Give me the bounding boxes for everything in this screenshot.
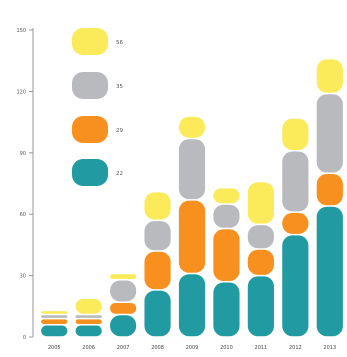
legend-label: 22	[116, 171, 123, 177]
bar-segment	[247, 225, 274, 249]
bar-segment	[144, 251, 171, 290]
bar-segment	[213, 188, 240, 204]
bar-segment	[282, 235, 309, 337]
bar-segment	[178, 139, 206, 200]
x-tick-label: 2006	[82, 345, 95, 351]
y-tick-label: 90	[20, 151, 26, 157]
bar-segment	[110, 280, 137, 302]
bar-segment	[144, 221, 171, 251]
x-tick-label: 2012	[289, 345, 302, 351]
bar-segment	[178, 274, 206, 337]
bar-segment	[41, 325, 68, 337]
x-tick-label: 2011	[255, 345, 268, 351]
x-tick-label: 2013	[323, 345, 336, 351]
legend-swatch	[72, 28, 108, 55]
bar-segment	[316, 206, 343, 337]
bar-segment	[282, 118, 309, 151]
bar-segment	[247, 249, 274, 275]
bar-segment	[316, 174, 343, 206]
bar-segment	[247, 276, 274, 337]
legend-label: 56	[116, 40, 123, 46]
y-axis-ticks: 0 30 60 90 120 150	[16, 28, 33, 341]
legend-swatch	[72, 72, 108, 99]
x-tick-label: 2008	[151, 345, 164, 351]
legend-label: 29	[116, 128, 123, 134]
bar-segment	[41, 315, 68, 318]
bar-segment	[213, 204, 240, 228]
bar-segment	[247, 182, 274, 224]
bar-segment	[110, 302, 137, 314]
bars-group	[41, 59, 343, 337]
legend-swatch	[72, 159, 108, 186]
y-tick-label: 120	[16, 89, 26, 95]
bar-segment	[282, 151, 309, 212]
y-tick-label: 60	[20, 212, 26, 218]
x-tick-label: 2009	[186, 345, 199, 351]
x-axis-labels: 2005 2006 2007 2008 2009 2010 2011 2012 2013	[48, 345, 336, 351]
bar-segment	[316, 59, 343, 93]
bar-segment	[316, 94, 343, 173]
legend-label: 35	[116, 84, 123, 90]
legend-swatch	[72, 116, 108, 143]
bar-segment	[41, 319, 68, 324]
bar-segment	[110, 274, 137, 279]
bar-segment	[144, 192, 171, 220]
x-tick-label: 2010	[220, 345, 233, 351]
legend: 56 35 29 22	[72, 28, 123, 186]
y-tick-label: 0	[23, 335, 26, 341]
bar-segment	[178, 116, 206, 138]
bar-segment	[75, 298, 102, 314]
bar-segment	[75, 325, 102, 337]
bar-segment	[213, 229, 240, 281]
bar-segment	[75, 315, 102, 318]
bar-segment	[110, 315, 137, 337]
x-tick-label: 2005	[48, 345, 61, 351]
bar-segment	[75, 319, 102, 324]
bar-segment	[178, 200, 206, 273]
y-tick-label: 150	[16, 28, 26, 34]
x-tick-label: 2007	[117, 345, 130, 351]
bar-segment	[213, 282, 240, 337]
bar-segment	[41, 311, 68, 314]
y-tick-label: 30	[20, 274, 26, 280]
bar-segment	[144, 290, 171, 337]
bar-segment	[282, 212, 309, 234]
